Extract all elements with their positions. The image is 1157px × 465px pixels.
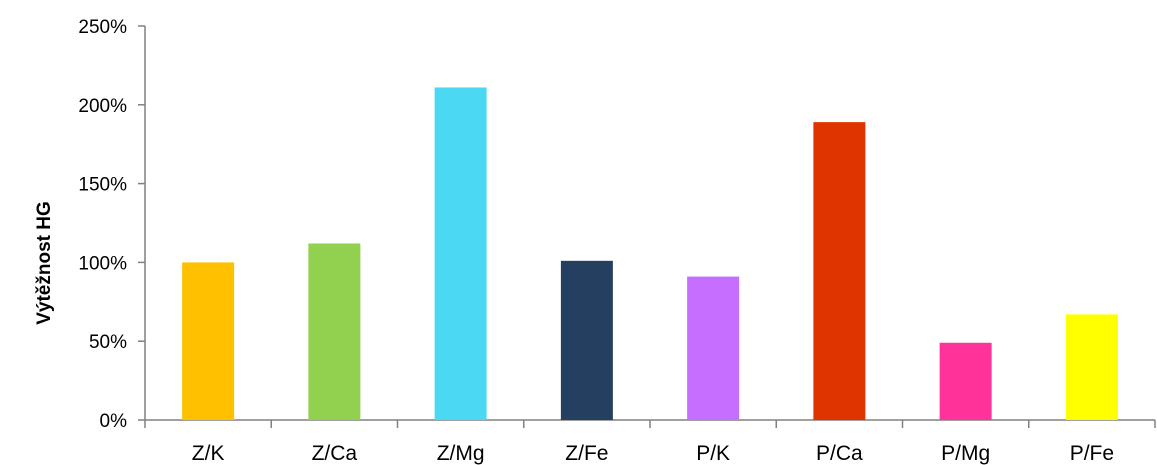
x-tick-label: P/Mg xyxy=(941,442,990,465)
bar-z-k xyxy=(182,262,235,420)
x-tick-label: P/Ca xyxy=(816,442,863,465)
bar-p-k xyxy=(687,276,740,420)
y-tick-label: 50% xyxy=(89,332,127,353)
bar-z-fe xyxy=(560,260,613,420)
y-tick-label: 150% xyxy=(78,175,127,196)
y-tick-label: 250% xyxy=(78,17,127,38)
x-tick-label: P/Fe xyxy=(1070,442,1114,465)
bar-p-ca xyxy=(813,122,866,421)
bars xyxy=(182,87,1118,421)
y-axis-title: Výtěžnost HG xyxy=(34,201,55,325)
y-axis: 0% 50% 100% 150% 200% 250% xyxy=(78,17,146,432)
x-tick-label: Z/Mg xyxy=(437,442,485,465)
bar-z-mg xyxy=(434,87,487,421)
y-tick-label: 0% xyxy=(100,411,128,432)
y-tick-label: 200% xyxy=(78,96,127,117)
bar-z-ca xyxy=(308,243,361,420)
x-tick-label: Z/Fe xyxy=(565,442,608,465)
x-axis: Z/K Z/Ca Z/Mg Z/Fe P/K P/Ca P/Mg P/Fe xyxy=(144,419,1156,465)
x-tick-label: Z/Ca xyxy=(312,442,358,465)
bar-p-mg xyxy=(939,342,992,420)
bar-p-fe xyxy=(1065,314,1118,420)
x-tick-label: Z/K xyxy=(192,442,225,465)
x-tick-label: P/K xyxy=(696,442,730,465)
y-tick-label: 100% xyxy=(78,253,127,274)
